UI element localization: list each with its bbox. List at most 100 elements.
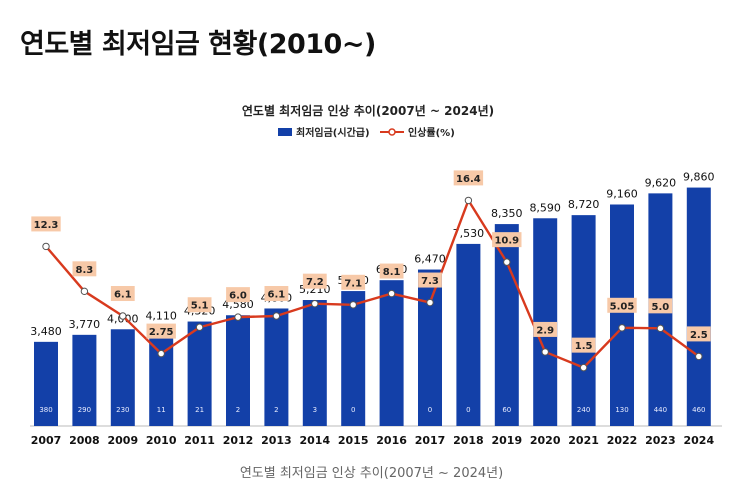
- rate-label-bg-2017: [418, 272, 442, 288]
- rate-label-2024: 2.5: [690, 330, 708, 341]
- rate-label-2013: 6.1: [268, 290, 286, 301]
- x-tick-2018: 2018: [453, 434, 484, 447]
- bar-2013: [264, 308, 289, 426]
- x-tick-2008: 2008: [69, 434, 100, 447]
- rate-point-2011: [195, 323, 204, 331]
- rate-label-bg-2009: [110, 286, 135, 302]
- rate-label-bg-2011: [187, 297, 212, 313]
- bar-2009: [110, 329, 135, 426]
- rate-label-2012: 6.0: [229, 291, 247, 302]
- bar-value-label-2024: 9,860: [683, 171, 715, 184]
- legend-line-label: 인상률(%): [408, 126, 455, 139]
- x-tick-2024: 2024: [683, 434, 714, 447]
- rate-point-2016: [387, 289, 396, 298]
- bar-value-label-2023: 9,620: [645, 176, 677, 189]
- rate-label-2009: 6.1: [114, 290, 132, 301]
- bar-value-label-2021: 8,720: [568, 198, 600, 211]
- rate-point-2024: [695, 352, 703, 361]
- increase-label-2008: 290: [78, 406, 91, 414]
- rate-label-2016: 8.1: [383, 267, 401, 278]
- rate-label-bg-2012: [226, 287, 250, 303]
- rate-label-bg-2018: [453, 170, 484, 186]
- rate-label-bg-2014: [302, 273, 327, 289]
- rate-point-2022: [618, 324, 626, 332]
- rate-label-bg-2020: [533, 321, 558, 337]
- x-tick-2010: 2010: [146, 434, 177, 447]
- rate-line: [45, 199, 700, 369]
- bar-2019: [494, 224, 519, 426]
- bar-2008: [72, 334, 97, 426]
- legend-line-marker: [388, 128, 396, 136]
- bar-2024: [686, 187, 711, 426]
- x-tick-2009: 2009: [107, 434, 138, 447]
- x-tick-labels: 2007 2008 2009 2010 2011 2012 2013 2014 2015 2016…: [31, 434, 715, 447]
- increase-label-2010: 11: [157, 406, 166, 414]
- rate-label-2017: 7.3: [421, 276, 439, 287]
- rate-label-2019: 10.9: [494, 236, 519, 247]
- increase-label-2015: 0: [351, 406, 355, 414]
- line-series: 12.3 8.3 6.1 2.75 5.1 6.0 6.1 7.2 7.1 8.1 7.3 16.4 1…: [31, 170, 711, 372]
- x-tick-2022: 2022: [607, 434, 638, 447]
- x-tick-2020: 2020: [530, 434, 561, 447]
- rate-label-2011: 5.1: [191, 301, 209, 312]
- rate-label-bg-2022: [607, 297, 637, 313]
- rate-point-2007: [42, 242, 50, 251]
- rate-label-2010: 2.75: [149, 327, 174, 338]
- bar-2022: [610, 204, 634, 426]
- rate-point-2020: [541, 348, 549, 356]
- rate-label-bg-2016: [379, 263, 404, 279]
- x-tick-2023: 2023: [645, 434, 676, 447]
- rate-label-2015: 7.1: [344, 278, 362, 289]
- bar-value-label-2018: 7,530: [453, 227, 485, 240]
- bar-value-label-2008: 3,770: [69, 318, 101, 331]
- legend-bar-swatch: [278, 128, 292, 136]
- bar-value-label-2020: 8,590: [529, 201, 561, 214]
- rate-point-2017: [426, 298, 434, 307]
- rate-point-2018: [464, 196, 473, 205]
- page-title: 연도별 최저임금 현황(2010~): [20, 29, 376, 60]
- bar-value-label-2017: 6,470: [414, 253, 446, 266]
- rate-label-bg-2021: [571, 337, 596, 353]
- increase-label-2007: 380: [39, 406, 52, 414]
- increase-label-2019: 60: [502, 406, 511, 414]
- increase-label-2018: 0: [466, 406, 470, 414]
- x-tick-2017: 2017: [415, 434, 446, 447]
- rate-point-2023: [656, 324, 665, 333]
- bar-2016: [379, 280, 404, 426]
- rate-label-2022: 5.05: [610, 301, 635, 312]
- increase-label-2022: 130: [615, 406, 628, 414]
- rate-point-2010: [157, 349, 165, 358]
- rate-label-bg-2010: [146, 323, 176, 339]
- x-tick-2019: 2019: [491, 434, 522, 447]
- x-tick-2011: 2011: [184, 434, 215, 447]
- increase-labels: 380 290 230 11 21 2 2 3 0 0 0 60 240 130 440 460: [39, 406, 705, 414]
- increase-label-2023: 440: [654, 406, 667, 414]
- rate-label-bg-2023: [648, 298, 673, 314]
- rate-label-2018: 16.4: [456, 174, 481, 185]
- rate-point-2015: [349, 301, 357, 309]
- x-tick-2014: 2014: [299, 434, 330, 447]
- bar-2011: [187, 321, 212, 426]
- x-tick-2016: 2016: [376, 434, 407, 447]
- bar-2021: [571, 215, 596, 426]
- bar-value-label-2022: 9,160: [606, 187, 638, 200]
- rate-point-2021: [579, 363, 588, 372]
- rate-label-bg-2008: [72, 261, 97, 277]
- bar-value-label-2019: 8,350: [491, 207, 523, 220]
- increase-label-2012: 2: [236, 406, 240, 414]
- increase-label-2021: 240: [577, 406, 590, 414]
- bar-value-label-2007: 3,480: [30, 325, 62, 338]
- rate-point-2013: [272, 312, 281, 320]
- rate-point-2019: [503, 258, 511, 266]
- increase-label-2014: 3: [313, 406, 317, 414]
- rate-point-2014: [311, 299, 319, 308]
- x-tick-2021: 2021: [568, 434, 599, 447]
- chart-caption: 연도별 최저임금 인상 추이(2007년 ~ 2024년): [239, 466, 504, 481]
- rate-label-bg-2015: [341, 274, 366, 290]
- chart-legend: 최저임금(시간급) 인상률(%): [278, 126, 455, 139]
- increase-label-2009: 230: [116, 406, 129, 414]
- rate-label-bg-2019: [492, 232, 522, 248]
- increase-label-2011: 21: [195, 406, 204, 414]
- bar-2017: [418, 269, 442, 426]
